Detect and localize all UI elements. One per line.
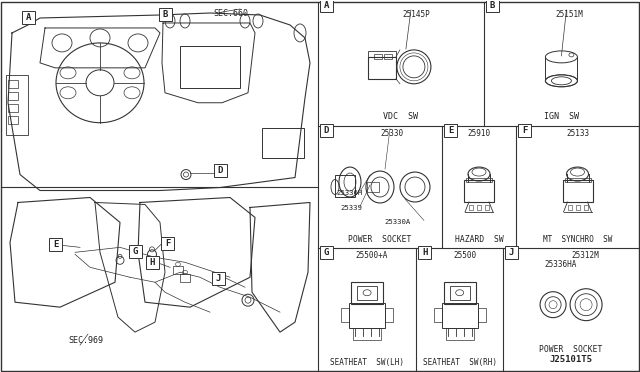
Bar <box>180 274 190 282</box>
Text: 25500: 25500 <box>453 251 476 260</box>
Bar <box>320 0 333 12</box>
Text: D: D <box>218 166 223 174</box>
Text: SEATHEAT  SW(RH): SEATHEAT SW(RH) <box>422 358 497 367</box>
Bar <box>584 205 588 210</box>
Bar <box>368 51 396 57</box>
Bar <box>564 178 591 182</box>
Bar <box>320 124 333 137</box>
Bar <box>49 238 62 251</box>
Bar <box>575 205 579 210</box>
Bar <box>368 57 396 79</box>
Bar <box>262 128 304 158</box>
Text: IGN  SW: IGN SW <box>544 112 579 121</box>
Bar <box>214 164 227 177</box>
Bar <box>212 272 225 285</box>
Bar <box>8 116 18 124</box>
Text: D: D <box>324 126 329 135</box>
Bar <box>353 328 381 340</box>
Bar <box>341 308 349 322</box>
Bar <box>385 308 393 322</box>
Text: 25336H: 25336H <box>336 190 362 196</box>
Text: POWER  SOCKET: POWER SOCKET <box>348 235 412 244</box>
Bar <box>22 11 35 24</box>
Bar <box>129 246 142 258</box>
Text: A: A <box>26 13 31 22</box>
Text: 25330A: 25330A <box>384 219 410 225</box>
Bar <box>450 286 470 300</box>
Text: F: F <box>522 126 527 135</box>
Text: 25339: 25339 <box>340 205 362 211</box>
Bar <box>8 80 18 88</box>
Bar <box>466 178 492 182</box>
Bar <box>444 282 476 304</box>
Text: 25330: 25330 <box>380 129 404 138</box>
Bar <box>349 303 385 328</box>
Text: E: E <box>448 126 453 135</box>
Text: J25101T5: J25101T5 <box>550 355 593 364</box>
Bar <box>568 205 572 210</box>
Bar <box>477 308 486 322</box>
Bar <box>486 0 499 12</box>
Bar <box>518 124 531 137</box>
Text: MT  SYNCHRO  SW: MT SYNCHRO SW <box>543 235 612 244</box>
Text: POWER  SOCKET: POWER SOCKET <box>540 345 603 354</box>
Text: SEC.660: SEC.660 <box>213 9 248 18</box>
Bar <box>469 205 473 210</box>
Bar <box>367 182 379 192</box>
Text: H: H <box>422 248 428 257</box>
Bar <box>161 237 174 250</box>
Text: E: E <box>53 240 58 249</box>
Text: 25336HA: 25336HA <box>545 260 577 269</box>
Text: 25133: 25133 <box>566 129 589 138</box>
Text: SEATHEAT  SW(LH): SEATHEAT SW(LH) <box>330 358 404 367</box>
Bar <box>320 246 333 259</box>
Text: 25151M: 25151M <box>556 10 583 19</box>
Bar <box>351 282 383 304</box>
Bar <box>8 92 18 100</box>
Bar <box>6 75 28 135</box>
Text: SEC.969: SEC.969 <box>68 336 103 345</box>
Bar <box>444 124 457 137</box>
Bar <box>464 180 494 202</box>
Text: F: F <box>165 239 170 248</box>
Bar <box>8 104 18 112</box>
Bar <box>173 266 183 274</box>
Text: 25910: 25910 <box>467 129 491 138</box>
Bar <box>374 54 382 59</box>
Text: 25500+A: 25500+A <box>356 251 388 260</box>
Bar <box>477 205 481 210</box>
Text: VDC  SW: VDC SW <box>383 112 419 121</box>
Bar <box>335 175 355 197</box>
Bar <box>505 246 518 259</box>
Bar <box>357 286 377 300</box>
Text: J: J <box>509 248 515 257</box>
Bar <box>146 256 159 269</box>
Text: G: G <box>324 248 329 257</box>
Bar <box>159 8 172 21</box>
Text: G: G <box>133 247 138 256</box>
Text: J: J <box>216 274 221 283</box>
Text: HAZARD  SW: HAZARD SW <box>454 235 504 244</box>
Text: 25145P: 25145P <box>402 10 430 19</box>
Bar <box>445 328 474 340</box>
Text: H: H <box>150 258 155 267</box>
Text: B: B <box>163 10 168 19</box>
Bar <box>563 180 593 202</box>
Bar <box>384 54 392 59</box>
Bar <box>485 205 489 210</box>
Text: A: A <box>324 1 329 10</box>
Bar <box>418 246 431 259</box>
Bar <box>180 46 240 88</box>
Bar <box>434 308 442 322</box>
Text: B: B <box>490 1 495 10</box>
Text: 25312M: 25312M <box>572 251 599 260</box>
Bar <box>442 303 477 328</box>
